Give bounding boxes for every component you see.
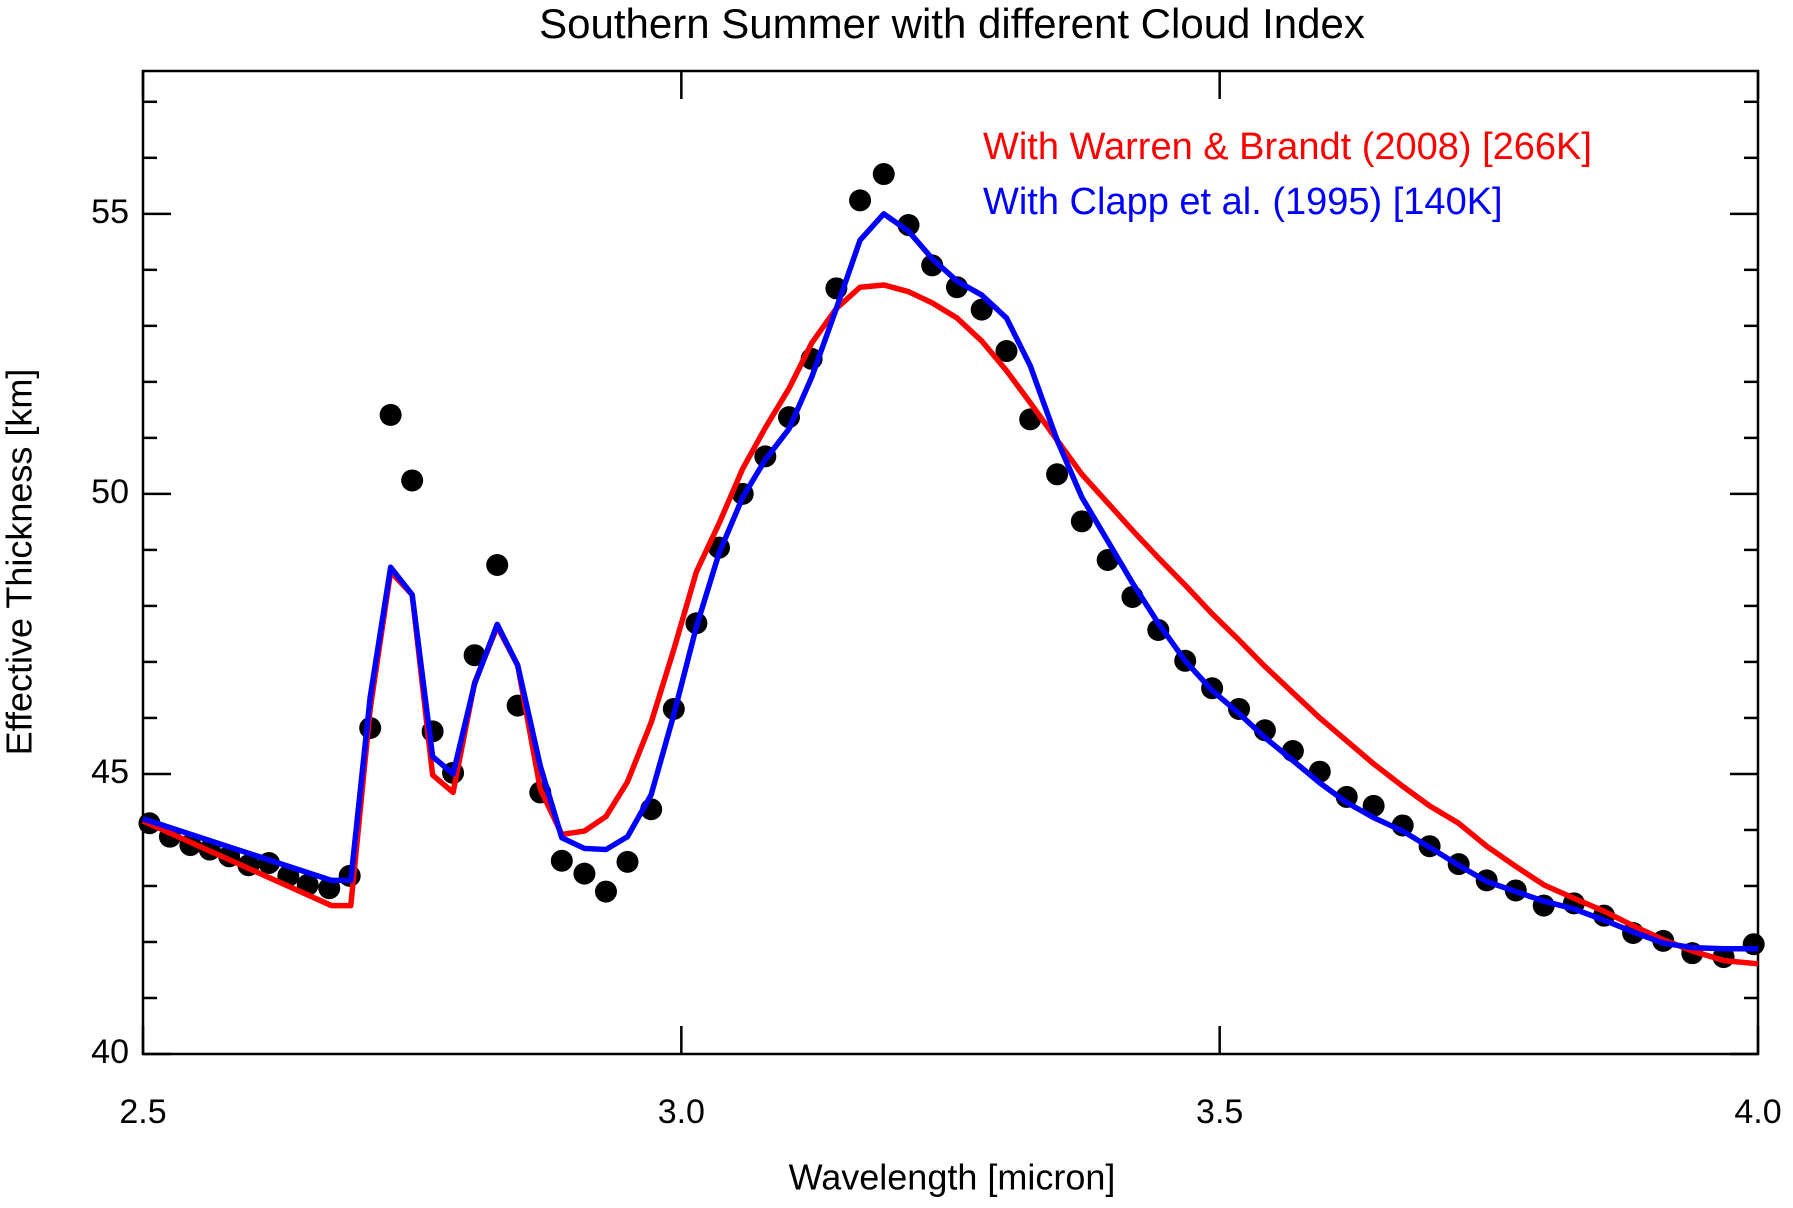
data-point bbox=[401, 469, 424, 492]
x-tick-label: 2.5 bbox=[119, 1093, 166, 1131]
chart-title: Southern Summer with different Cloud Ind… bbox=[539, 0, 1365, 47]
data-point bbox=[1335, 785, 1358, 808]
data-point bbox=[1070, 510, 1093, 533]
y-tick-label: 50 bbox=[91, 473, 129, 511]
data-point bbox=[995, 340, 1018, 363]
y-tick-label: 55 bbox=[91, 193, 129, 231]
data-point bbox=[616, 850, 639, 873]
data-point bbox=[463, 644, 486, 667]
data-point bbox=[849, 189, 872, 212]
data-point bbox=[1742, 933, 1765, 956]
data-point bbox=[970, 298, 993, 321]
data-line bbox=[141, 282, 1759, 967]
data-point bbox=[1362, 794, 1385, 817]
data-point bbox=[486, 554, 509, 577]
x-axis-label: Wavelength [micron] bbox=[789, 1157, 1116, 1198]
plot-frame bbox=[141, 69, 1760, 1056]
data-point bbox=[550, 849, 573, 872]
data-point bbox=[872, 163, 895, 186]
data-line bbox=[142, 211, 1758, 952]
y-tick-label: 45 bbox=[91, 753, 129, 791]
y-axis-label: Effective Thickness [km] bbox=[0, 369, 40, 756]
y-tick-label: 40 bbox=[91, 1033, 129, 1071]
data-point bbox=[573, 862, 596, 885]
legend-entry: With Warren & Brandt (2008) [266K] bbox=[983, 126, 1592, 168]
x-tick-label: 3.0 bbox=[658, 1093, 705, 1131]
legend-entry: With Clapp et al. (1995) [140K] bbox=[983, 181, 1503, 223]
data-point bbox=[594, 880, 617, 903]
data-point bbox=[1228, 697, 1251, 720]
data-point bbox=[379, 403, 402, 426]
x-tick-label: 4.0 bbox=[1734, 1093, 1781, 1131]
data-point bbox=[1046, 463, 1069, 486]
data-point bbox=[921, 254, 944, 277]
x-tick-label: 3.5 bbox=[1196, 1093, 1243, 1131]
